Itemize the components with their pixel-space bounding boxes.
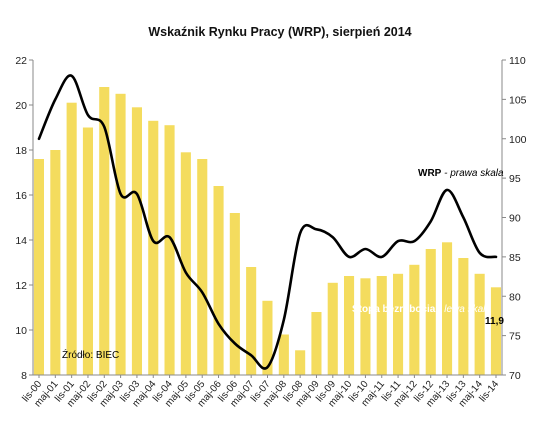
unemployment-label-bold: Stopa bezrobocia (352, 304, 436, 315)
left-tick-label: 12 (15, 280, 27, 292)
unemployment-bar (33, 159, 44, 375)
unemployment-bar (295, 350, 306, 376)
unemployment-bar (376, 276, 387, 375)
unemployment-bar (442, 242, 453, 376)
left-tick-label: 22 (15, 55, 27, 67)
right-tick-label: 75 (509, 331, 521, 343)
x-axis-ticks: lis-00maj-01lis-01maj-02lis-02maj-03lis-… (21, 375, 502, 409)
unemployment-label-rest: - lewa skala (435, 304, 491, 315)
right-tick-label: 100 (509, 134, 527, 146)
unemployment-bar (458, 258, 469, 375)
unemployment-bar (180, 152, 191, 375)
unemployment-bar (360, 278, 371, 376)
unemployment-bar (164, 125, 175, 375)
unemployment-bar (262, 300, 273, 376)
unemployment-bar (148, 120, 159, 376)
right-tick-label: 80 (509, 291, 521, 303)
unemployment-bar (278, 334, 289, 375)
unemployment-bar (115, 93, 126, 376)
unemployment-series-label: Stopa bezrobocia - lewa skala (352, 304, 491, 315)
left-tick-label: 14 (15, 235, 27, 247)
unemployment-bar (213, 186, 224, 375)
left-axis-ticks: 8 10 12 14 16 18 20 22 (15, 55, 33, 382)
unemployment-bar (82, 127, 93, 375)
unemployment-bar (229, 213, 240, 375)
unemployment-bar (425, 249, 436, 375)
right-tick-label: 110 (509, 55, 526, 67)
last-value-label: 11,9 (485, 316, 504, 327)
unemployment-bar (197, 159, 208, 375)
source-label: Źródło: BIEC (62, 348, 119, 361)
unemployment-bar (327, 282, 338, 376)
unemployment-bar (66, 102, 77, 375)
line-series-wrp (37, 74, 498, 370)
wrp-label-bold: WRP (418, 168, 442, 179)
unemployment-bar (131, 107, 142, 376)
x-tick-label: lis-14 (478, 379, 502, 405)
unemployment-bar (99, 87, 110, 375)
wrp-label-rest: - prawa skala (441, 168, 504, 179)
unemployment-bar (409, 264, 420, 376)
right-tick-label: 70 (509, 370, 521, 382)
right-tick-label: 95 (509, 173, 521, 185)
unemployment-bar (311, 312, 322, 375)
left-tick-label: 10 (15, 325, 27, 337)
left-tick-label: 18 (15, 145, 27, 157)
unemployment-bar (50, 150, 61, 375)
wrp-series-label: WRP - prawa skala (418, 168, 504, 179)
left-tick-label: 16 (15, 190, 27, 202)
left-tick-label: 8 (21, 370, 27, 382)
unemployment-bar (393, 273, 404, 376)
unemployment-bar (474, 273, 485, 376)
chart-title: Wskaźnik Rynku Pracy (WRP), sierpień 201… (148, 25, 411, 39)
right-tick-label: 90 (509, 213, 521, 225)
unemployment-bar (344, 276, 355, 375)
right-tick-label: 85 (509, 252, 521, 264)
bar-series-unemployment (33, 87, 501, 376)
right-axis-ticks: 70 75 80 85 90 95 100 105 110 (502, 55, 527, 382)
right-tick-label: 105 (509, 94, 527, 106)
unemployment-bar (246, 267, 257, 375)
left-tick-label: 20 (15, 100, 27, 112)
unemployment-bar (490, 287, 501, 376)
